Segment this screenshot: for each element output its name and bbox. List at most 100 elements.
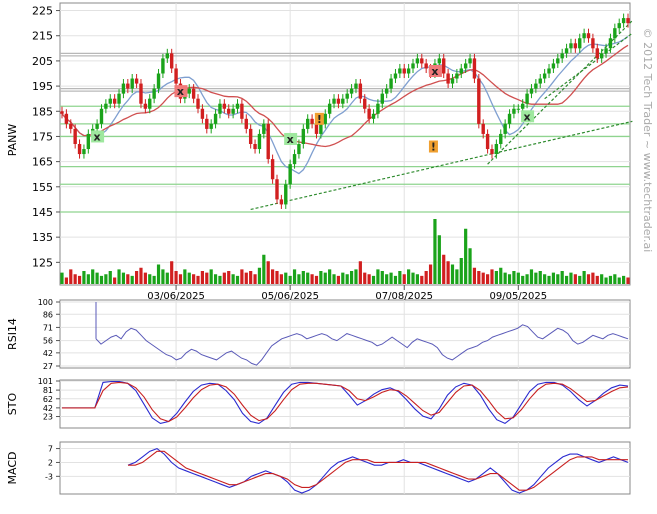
candle-body — [117, 93, 121, 104]
candle-body — [494, 144, 499, 155]
volume-bar — [288, 275, 292, 284]
price-panel-ylabel: PANW — [6, 124, 19, 157]
candle-body — [99, 108, 104, 124]
volume-bar — [608, 275, 613, 284]
candle-body — [86, 133, 91, 150]
volume-bar — [371, 275, 376, 284]
volume-bar — [569, 272, 573, 284]
candle-body — [613, 28, 617, 39]
candle-body — [284, 184, 288, 205]
trend-line — [250, 120, 633, 211]
volume-bar — [170, 261, 174, 284]
volume-bar — [547, 275, 551, 284]
volume-bar — [99, 275, 104, 284]
candle-body — [547, 68, 551, 74]
volume-bar — [183, 269, 187, 284]
signal-label: ! — [317, 113, 322, 126]
volume-bar — [113, 277, 117, 284]
macd-line — [127, 447, 629, 494]
candle-body — [525, 93, 529, 104]
candle-body — [297, 144, 301, 155]
volume-bar — [600, 274, 604, 284]
volume-bar — [507, 274, 512, 284]
volume-bar — [363, 272, 367, 284]
volume-bar — [494, 271, 498, 284]
candle-body — [459, 68, 463, 74]
volume-bar — [424, 271, 428, 284]
macd-panel-ylabel: MACD — [6, 452, 19, 485]
rsi-y-tick-label: 86 — [43, 310, 53, 319]
signal-label: ! — [431, 141, 436, 154]
sto-y-tick-label: 101 — [38, 377, 53, 386]
candle-body — [569, 43, 573, 49]
candle-body — [161, 58, 165, 74]
sto-y-tick-label: 81 — [43, 386, 53, 395]
volume-bar — [450, 264, 455, 284]
rsi-path — [95, 324, 629, 366]
signal-marker — [428, 140, 438, 153]
volume-bar — [455, 269, 459, 284]
macd-y-tick-label: 2 — [48, 458, 53, 467]
candle-body — [77, 144, 82, 155]
candle-body — [472, 58, 477, 79]
candle-body — [227, 108, 231, 114]
candle-body — [591, 38, 595, 49]
candle-body — [477, 78, 481, 124]
rsi-y-tick-label: 100 — [38, 298, 53, 307]
candle-body — [248, 128, 253, 144]
candle-body — [481, 123, 485, 134]
volume-bar — [481, 272, 485, 284]
candle-body — [60, 111, 64, 114]
candle-body — [371, 113, 376, 119]
volume-bar — [499, 267, 503, 284]
candle-body — [266, 123, 270, 160]
candle-body — [349, 88, 354, 94]
candle-body — [345, 93, 349, 99]
candle-body — [490, 149, 494, 155]
macd-lines — [127, 447, 629, 494]
volume-bar — [192, 274, 196, 284]
price-y-tick-label: 125 — [32, 256, 53, 269]
candle-body — [108, 98, 112, 104]
signal-label: x — [177, 85, 184, 98]
volume-bar — [328, 269, 332, 284]
volume-bar — [306, 272, 310, 284]
price-y-tick-label: 175 — [32, 130, 53, 143]
signal-marker — [428, 64, 442, 77]
volume-bar — [143, 272, 147, 284]
candle-body — [169, 53, 174, 69]
candle-body — [279, 199, 284, 205]
candle-body — [174, 68, 178, 84]
volume-bar — [253, 274, 257, 284]
candle-body — [538, 78, 542, 84]
volume-bar — [389, 272, 393, 284]
volume-bar — [60, 272, 64, 284]
candle-body — [270, 159, 275, 180]
volume-bar — [345, 274, 349, 284]
volume-bar — [472, 267, 477, 284]
trend-lines — [250, 20, 633, 211]
volume-bar — [279, 274, 283, 284]
candle-body — [121, 83, 126, 94]
ma-slow-line — [61, 44, 629, 148]
candle-body — [446, 73, 450, 84]
candle-body — [73, 128, 77, 144]
volume-bar — [73, 274, 77, 284]
volume-bar — [271, 269, 275, 284]
volume-bar — [464, 228, 468, 284]
volume-bar — [257, 267, 262, 284]
macd-panel — [59, 441, 631, 495]
volume-bar — [319, 271, 323, 284]
candle-body — [595, 48, 599, 59]
volume-bar — [376, 269, 380, 284]
candle-body — [424, 63, 428, 69]
candle-body — [442, 58, 446, 74]
price-y-tick-label: 185 — [32, 105, 53, 118]
candle-body — [222, 103, 227, 109]
candle-body — [534, 83, 538, 89]
x-tick-label: 07/08/2025 — [375, 291, 433, 302]
candle-body — [306, 118, 310, 129]
signal-label: x — [94, 130, 101, 143]
x-tick-label: 03/06/2025 — [147, 291, 205, 302]
volume-bar — [525, 274, 529, 284]
